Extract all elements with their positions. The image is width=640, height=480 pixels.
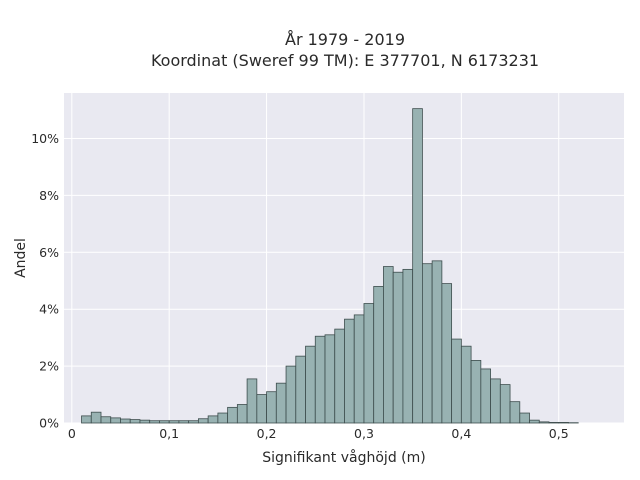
- histogram-bar: [256, 394, 267, 424]
- y-tick-label: 0%: [39, 416, 59, 431]
- y-tick-label: 2%: [39, 359, 59, 374]
- histogram-bar: [129, 419, 141, 424]
- histogram-bar: [402, 268, 414, 424]
- histogram-bar: [314, 335, 326, 424]
- histogram-bar: [470, 360, 482, 424]
- histogram-bar: [266, 391, 277, 424]
- histogram-bar: [363, 303, 375, 424]
- histogram-bar: [168, 420, 180, 424]
- histogram-bar: [519, 412, 530, 424]
- x-axis-label: Signifikant våghöjd (m): [262, 449, 425, 466]
- histogram-bar: [373, 286, 384, 424]
- y-tick-label: 4%: [39, 302, 59, 317]
- x-tick-label: 0,3: [354, 426, 374, 441]
- histogram-bar: [431, 260, 443, 424]
- histogram-bar: [344, 318, 355, 424]
- x-tick-label: 0,2: [257, 426, 277, 441]
- chart-title: År 1979 - 2019: [285, 30, 405, 49]
- histogram-bar: [295, 355, 306, 424]
- histogram-bar: [421, 263, 433, 424]
- y-axis-ticks: 0% 2% 4% 6% 8% 10%: [31, 131, 59, 430]
- x-axis-ticks: 0 0,1 0,2 0,3 0,4 0,5: [68, 426, 569, 441]
- histogram-bar: [227, 406, 238, 424]
- histogram-bar: [81, 415, 92, 424]
- histogram-bar: [217, 412, 229, 424]
- histogram-bar: [207, 415, 219, 424]
- histogram-bar: [285, 365, 297, 424]
- histogram-bar: [178, 420, 190, 424]
- histogram-bar: [334, 328, 345, 424]
- y-axis-label: Andel: [13, 238, 29, 278]
- histogram-bar: [236, 404, 248, 424]
- histogram-bar: [412, 108, 423, 424]
- histogram-bar: [305, 345, 316, 424]
- histogram-bar: [529, 419, 540, 424]
- histogram-bar: [509, 401, 521, 424]
- histogram-bar: [392, 271, 404, 424]
- histogram-bar: [139, 419, 151, 424]
- histogram-bar: [490, 378, 501, 424]
- histogram-bars: [81, 108, 579, 424]
- y-tick-label: 10%: [31, 131, 59, 146]
- histogram-bar: [197, 418, 209, 424]
- histogram-bar: [120, 418, 131, 424]
- y-tick-label: 8%: [39, 188, 59, 203]
- x-tick-label: 0,4: [451, 426, 471, 441]
- histogram-bar: [246, 378, 258, 424]
- histogram-bar: [499, 384, 511, 424]
- histogram-bar: [188, 420, 199, 424]
- x-tick-label: 0,1: [159, 426, 179, 441]
- histogram-bar: [558, 422, 569, 424]
- histogram-bar: [324, 334, 336, 424]
- chart-subtitle: Koordinat (Sweref 99 TM): E 377701, N 61…: [151, 51, 539, 70]
- histogram-bar: [538, 421, 550, 424]
- histogram-bar: [460, 345, 472, 424]
- y-tick-label: 6%: [39, 245, 59, 260]
- x-tick-label: 0,5: [549, 426, 569, 441]
- x-tick-label: 0: [68, 426, 76, 441]
- histogram-bar: [441, 283, 453, 424]
- histogram-bar: [480, 368, 491, 424]
- histogram-bar: [110, 417, 121, 424]
- histogram-bar: [451, 338, 462, 424]
- histogram-bar: [275, 382, 287, 424]
- histogram-bar: [548, 422, 560, 424]
- histogram-bar: [100, 416, 112, 424]
- histogram-bar: [159, 420, 170, 424]
- histogram-bar: [353, 314, 365, 424]
- histogram-bar: [383, 266, 394, 424]
- histogram-bar: [90, 411, 102, 424]
- histogram-bar: [149, 420, 160, 424]
